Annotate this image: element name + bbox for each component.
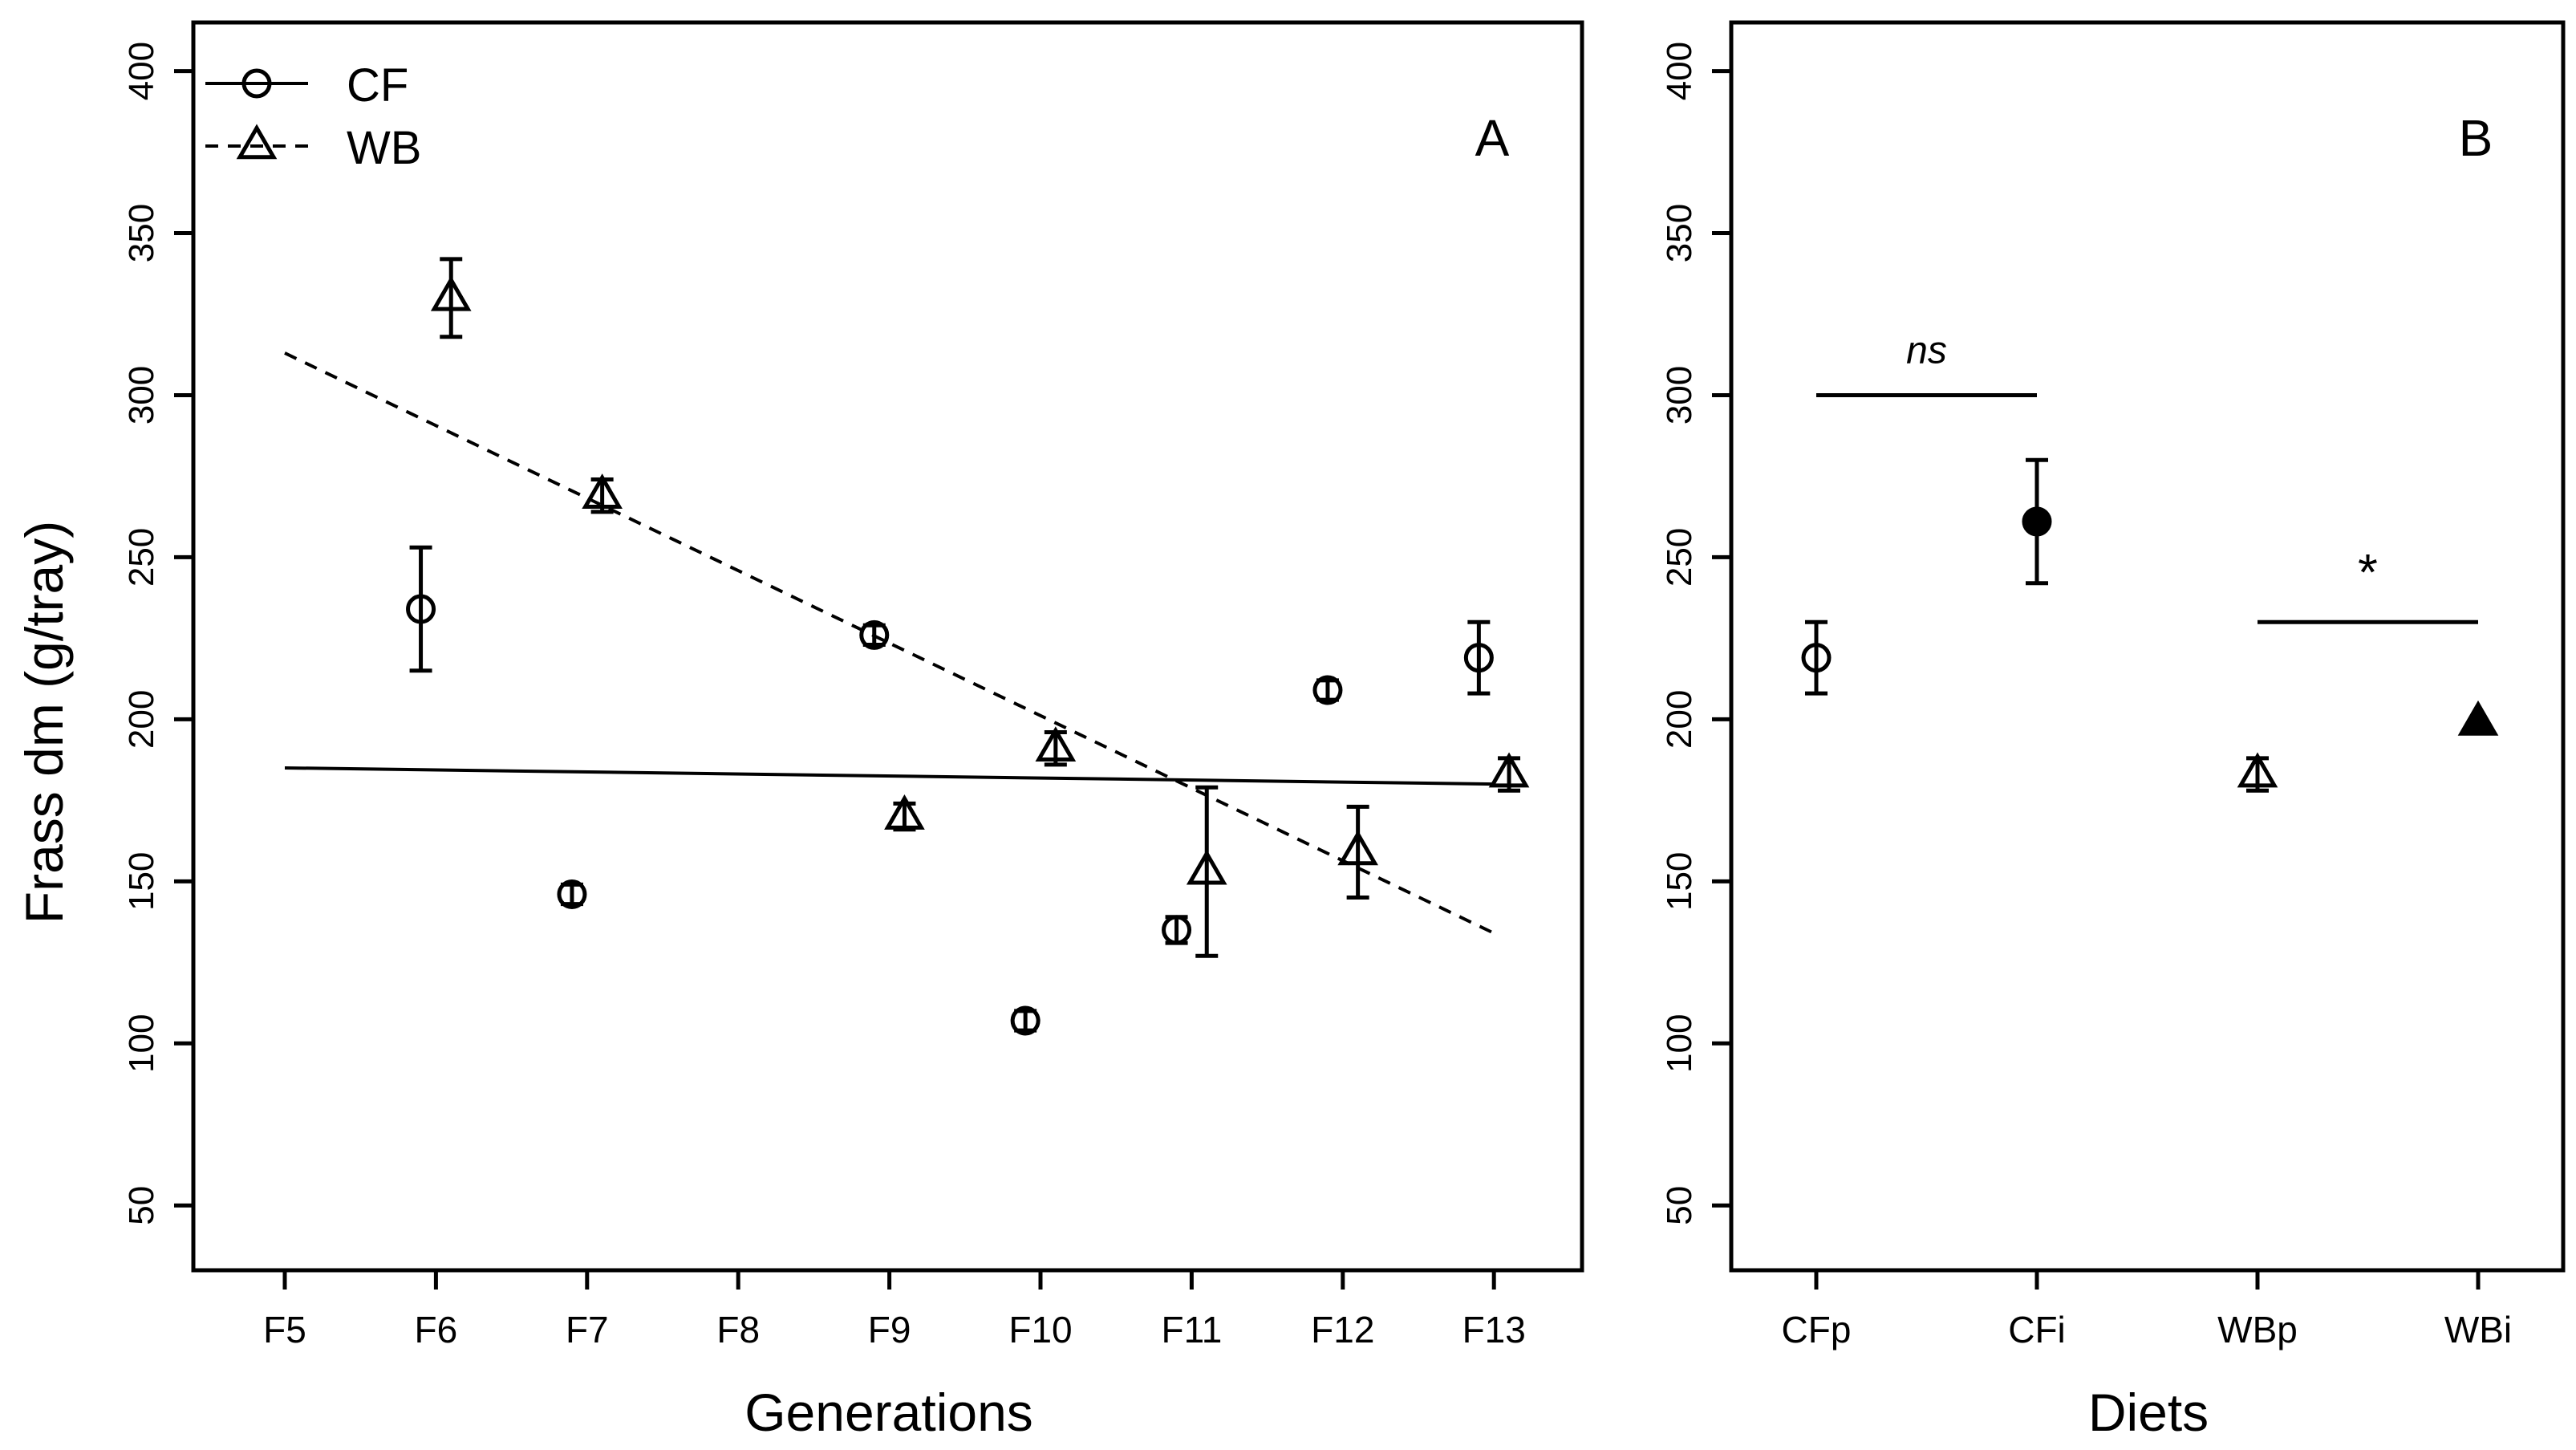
significance-label-1: * — [2358, 543, 2378, 601]
significance-label-0: ns — [1906, 329, 1947, 372]
panel-a-y-tick-label: 150 — [122, 852, 161, 911]
point-wb-f12 — [1337, 830, 1378, 866]
panel-b-axes: 50 100 150 200 250 300 350 400 CFp CFi WBp WBi — [1660, 42, 2512, 1350]
panel-a-y-tick-label: 400 — [122, 42, 161, 100]
panel-b-x-tick-label: CFp — [1782, 1309, 1852, 1350]
legend-label-wb: WB — [347, 122, 421, 174]
legend-marker-wb — [236, 124, 278, 160]
y-axis-title: Frass dm (g/tray) — [14, 521, 74, 924]
panel-b-y-tick-label: 250 — [1660, 528, 1699, 587]
point-wb-f7 — [582, 473, 623, 509]
panel-a-x-tick-label: F6 — [415, 1309, 458, 1350]
legend: CF WB — [205, 59, 421, 174]
point-wb-f11 — [1186, 849, 1227, 885]
point-wb-f13 — [1488, 752, 1530, 788]
point-wbi — [2457, 700, 2499, 736]
point-cf-f9 — [859, 619, 890, 650]
panel-b-y-tick-label: 400 — [1660, 42, 1699, 100]
panel-a-axes: 50 100 150 200 250 300 350 400 F5 F6 F7 F8 F9 F10 F11 F… — [122, 42, 1526, 1350]
point-cfi — [2022, 506, 2052, 537]
panel-a-label: A — [1475, 109, 1510, 167]
point-cf-f12 — [1312, 675, 1343, 705]
panel-b-x-axis-title: Diets — [2088, 1383, 2209, 1442]
point-cf-f13 — [1463, 643, 1494, 673]
point-cf-f11 — [1162, 915, 1192, 945]
point-cf-f7 — [557, 879, 587, 909]
panel-b-annotations: ns * — [1816, 329, 2478, 624]
panel-a-x-tick-label: F13 — [1462, 1309, 1526, 1350]
panel-a-marks — [406, 257, 1530, 1036]
panel-b-marks — [1801, 457, 2499, 793]
point-cf-f10 — [1010, 1005, 1041, 1036]
point-cf-f6 — [406, 594, 436, 624]
panel-b-x-tick-label: WBp — [2217, 1309, 2298, 1350]
panel-a-y-tick-label: 100 — [122, 1014, 161, 1073]
legend-marker-cf — [241, 68, 272, 99]
panel-a-x-axis-title: Generations — [744, 1383, 1033, 1442]
panel-a: 50 100 150 200 250 300 350 400 F5 F6 F7 F8 F9 F10 F11 F… — [122, 20, 1584, 1442]
trendline-wb — [284, 351, 1495, 935]
panel-a-x-tick-label: F10 — [1008, 1309, 1072, 1350]
panel-a-x-tick-label: F11 — [1161, 1309, 1222, 1350]
point-wb-f9 — [884, 794, 925, 830]
panel-a-frame — [191, 20, 1584, 1273]
panel-a-y-tick-label: 250 — [122, 528, 161, 587]
panel-b-y-tick-label: 150 — [1660, 852, 1699, 911]
legend-label-cf: CF — [347, 59, 408, 112]
panel-b-y-tick-label: 50 — [1660, 1186, 1699, 1225]
panel-b-frame — [1729, 20, 2566, 1273]
panel-b-y-tick-label: 200 — [1660, 690, 1699, 749]
panel-a-trendlines — [284, 351, 1495, 935]
panel-a-y-tick-label: 350 — [122, 204, 161, 262]
panel-a-y-tick-label: 300 — [122, 366, 161, 424]
panel-a-x-tick-label: F8 — [716, 1309, 760, 1350]
panel-a-x-tick-label: F7 — [566, 1309, 609, 1350]
panel-b-y-tick-label: 350 — [1660, 204, 1699, 262]
panel-a-x-tick-label: F9 — [868, 1309, 911, 1350]
panel-b-x-tick-label: CFi — [2008, 1309, 2066, 1350]
point-wbp — [2237, 752, 2278, 788]
panel-b-label: B — [2459, 109, 2493, 167]
point-wb-f10 — [1035, 726, 1077, 762]
panel-a-y-tick-label: 50 — [122, 1186, 161, 1225]
panel-b-y-tick-label: 100 — [1660, 1014, 1699, 1073]
panel-a-x-tick-label: F5 — [263, 1309, 306, 1350]
trendline-cf — [284, 766, 1495, 786]
point-cfp — [1801, 643, 1832, 673]
panel-b-y-tick-label: 300 — [1660, 366, 1699, 424]
panel-a-x-tick-label: F12 — [1311, 1309, 1374, 1350]
panel-b-x-tick-label: WBi — [2444, 1309, 2512, 1350]
panel-a-y-tick-label: 200 — [122, 690, 161, 749]
point-wb-f6 — [430, 275, 472, 311]
